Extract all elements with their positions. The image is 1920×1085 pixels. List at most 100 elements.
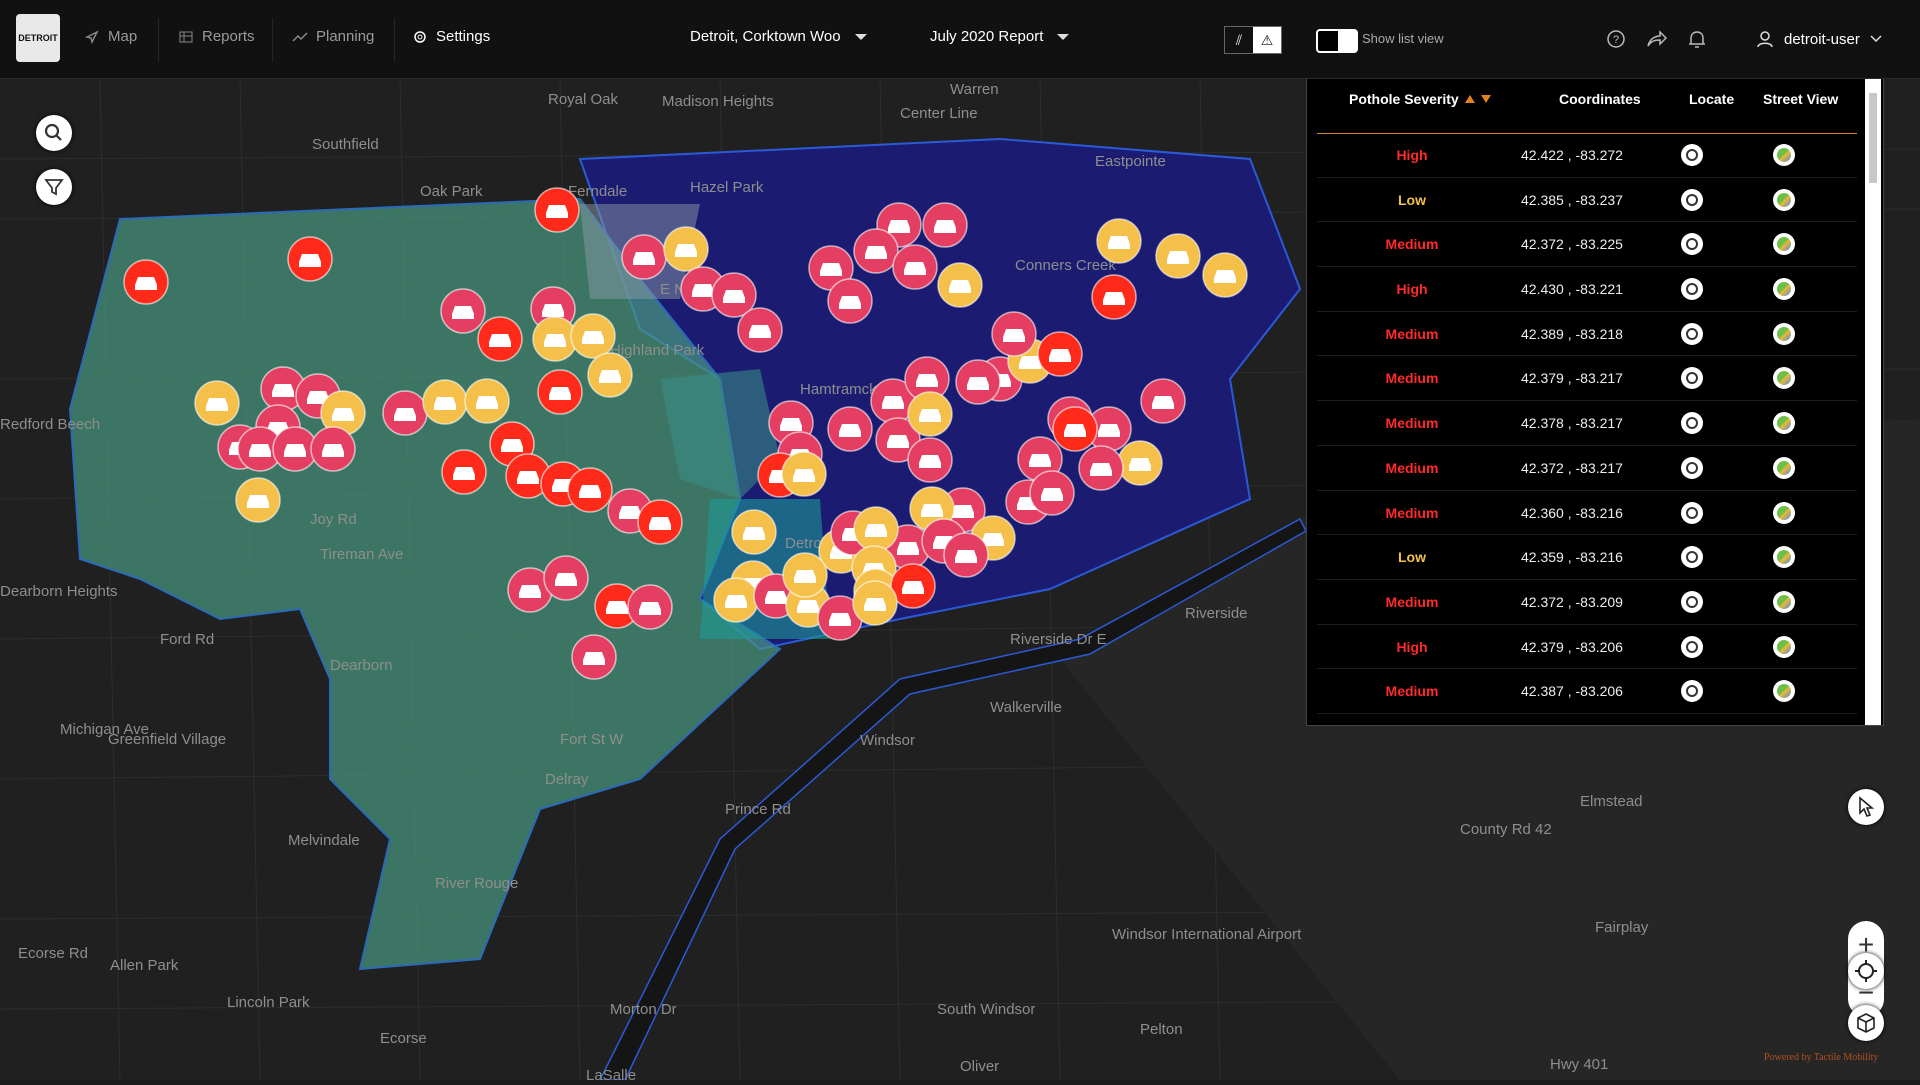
locate-icon[interactable] [1681,322,1703,345]
street-view-icon[interactable] [1773,680,1795,703]
table-row[interactable]: High 42.422 , -83.272 [1317,133,1857,178]
pothole-marker[interactable] [1078,445,1124,491]
pothole-marker[interactable] [808,245,854,291]
area-dropdown[interactable]: Detroit, Corktown Woo [690,28,867,45]
nav-settings[interactable]: Settings [412,28,490,45]
pothole-marker[interactable] [571,634,617,680]
street-view-icon[interactable] [1773,188,1795,211]
share-icon[interactable] [1646,28,1668,50]
pothole-marker[interactable] [907,437,953,483]
locate-icon[interactable] [1681,278,1703,301]
pothole-marker[interactable] [422,379,468,425]
pothole-marker[interactable] [875,417,921,463]
pothole-marker[interactable] [922,202,968,248]
locate-icon[interactable] [1681,501,1703,524]
hazard-mode-button[interactable]: ⚠ [1253,27,1281,53]
locate-icon[interactable] [1681,546,1703,569]
table-row[interactable]: Low 42.385 , -83.237 [1317,178,1857,223]
pothole-marker[interactable] [1091,274,1137,320]
pothole-marker[interactable] [907,391,953,437]
pothole-marker[interactable] [621,234,667,280]
pothole-marker[interactable] [194,380,240,426]
user-menu[interactable]: detroit-user [1756,30,1882,48]
pothole-marker[interactable] [382,390,428,436]
pothole-marker[interactable] [310,426,356,472]
pothole-marker[interactable] [587,352,633,398]
pothole-marker[interactable] [543,555,589,601]
pothole-marker[interactable] [287,236,333,282]
pothole-marker[interactable] [532,316,578,362]
pothole-marker[interactable] [1202,252,1248,298]
street-view-icon[interactable] [1773,456,1795,479]
pothole-marker[interactable] [464,378,510,424]
pothole-marker[interactable] [870,378,916,424]
pothole-marker[interactable] [507,567,553,613]
pothole-marker[interactable] [890,563,936,609]
pothole-marker[interactable] [737,307,783,353]
pothole-marker[interactable] [853,506,899,552]
table-row[interactable]: High 42.430 , -83.221 [1317,267,1857,312]
pothole-marker[interactable] [1140,378,1186,424]
pothole-marker[interactable] [235,477,281,523]
pothole-marker[interactable] [892,244,938,290]
street-view-icon[interactable] [1773,412,1795,435]
pothole-marker[interactable] [534,187,580,233]
pothole-marker[interactable] [567,467,613,513]
pothole-marker[interactable] [1017,436,1063,482]
scrollbar-thumb[interactable] [1869,93,1877,183]
pothole-marker[interactable] [853,228,899,274]
street-view-icon[interactable] [1773,367,1795,390]
locate-icon[interactable] [1681,144,1703,166]
table-row[interactable]: Medium 42.387 , -83.206 [1317,669,1857,714]
pothole-marker[interactable] [272,426,318,472]
street-view-icon[interactable] [1773,233,1795,256]
table-row[interactable]: Medium 42.372 , -83.209 [1317,580,1857,625]
locate-icon[interactable] [1681,590,1703,613]
list-view-toggle[interactable] [1316,29,1358,53]
locate-icon[interactable] [1681,456,1703,479]
table-row[interactable]: Medium 42.389 , -83.218 [1317,312,1857,357]
pothole-marker[interactable] [123,259,169,305]
table-row[interactable]: High 42.379 , -83.206 [1317,625,1857,670]
3d-view-button[interactable] [1848,1005,1884,1041]
nav-planning[interactable]: Planning [292,28,374,45]
pothole-marker[interactable] [852,580,898,626]
locate-icon[interactable] [1681,680,1703,703]
city-logo[interactable]: DETROIT [16,14,60,62]
table-row[interactable]: Medium 42.378 , -83.217 [1317,401,1857,446]
pothole-marker[interactable] [1096,218,1142,264]
report-dropdown[interactable]: July 2020 Report [930,28,1070,45]
pothole-marker[interactable] [477,316,523,362]
locate-icon[interactable] [1681,367,1703,390]
pothole-marker[interactable] [937,262,983,308]
street-view-icon[interactable] [1773,322,1795,345]
sort-asc-icon[interactable] [1464,95,1475,103]
road-mode-button[interactable]: ⫽ [1235,31,1243,48]
street-view-icon[interactable] [1773,546,1795,569]
severity-column-header[interactable]: Pothole Severity [1349,91,1491,107]
street-view-icon[interactable] [1773,590,1795,613]
select-tool-button[interactable] [1848,789,1884,825]
pothole-marker[interactable] [1117,440,1163,486]
pothole-marker[interactable] [570,313,616,359]
nav-map[interactable]: Map [84,28,137,45]
pothole-marker[interactable] [627,584,673,630]
pothole-marker[interactable] [731,509,777,555]
sort-desc-icon[interactable] [1480,95,1491,103]
locate-me-button[interactable] [1848,953,1884,989]
pothole-marker[interactable] [537,369,583,415]
pothole-marker[interactable] [782,552,828,598]
pothole-marker[interactable] [781,451,827,497]
pothole-marker[interactable] [827,278,873,324]
pothole-marker[interactable] [663,226,709,272]
map-filter-button[interactable] [36,169,72,205]
zoom-in-button[interactable]: + [1857,929,1875,960]
table-row[interactable]: Low 42.359 , -83.216 [1317,535,1857,580]
map-search-button[interactable] [36,115,72,151]
pothole-marker[interactable] [904,356,950,402]
table-row[interactable]: Medium 42.379 , -83.217 [1317,356,1857,402]
pothole-marker[interactable] [1155,233,1201,279]
nav-reports[interactable]: Reports [178,28,255,45]
pothole-marker[interactable] [320,390,366,436]
locate-icon[interactable] [1681,412,1703,435]
